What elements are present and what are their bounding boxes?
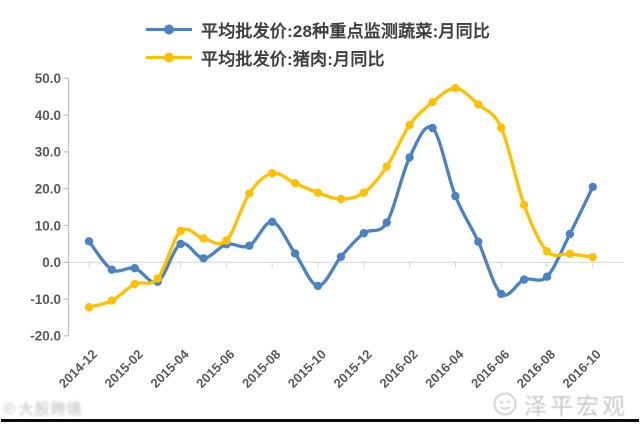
series-vegetables-data-point xyxy=(176,239,185,249)
series-pork-data-point xyxy=(336,194,346,204)
series-vegetables-data-point xyxy=(519,275,529,284)
series-pork-data-point xyxy=(542,247,552,256)
y-axis-label: 0.0 xyxy=(42,255,61,270)
series-pork-data-point xyxy=(268,169,277,178)
series-vegetables-data-point xyxy=(405,153,414,162)
series-vegetables-data-point xyxy=(313,281,323,291)
series-vegetables-data-point xyxy=(451,191,460,201)
series-pork-data-point xyxy=(199,234,208,243)
series-vegetables-data-point xyxy=(542,272,552,281)
series-vegetables-data-point xyxy=(497,289,506,299)
series-vegetables-data-point xyxy=(84,237,94,246)
series-vegetables-data-point xyxy=(588,182,597,192)
x-axis-label: 2016-08 xyxy=(514,347,558,391)
series-pork-data-point xyxy=(382,162,391,171)
x-axis-label: 2015-06 xyxy=(193,347,237,391)
y-axis-label: 30.0 xyxy=(35,145,61,160)
series-pork-data-point xyxy=(359,188,368,197)
x-axis-label: 2015-02 xyxy=(102,347,146,391)
x-axis-label: 2015-08 xyxy=(239,347,283,391)
y-axis-label: 50.0 xyxy=(35,71,61,86)
watermark-left-text: 大股跨境 xyxy=(18,401,83,418)
watermark-bottom-right: 泽平宏观 xyxy=(492,387,628,421)
y-axis-label: 40.0 xyxy=(35,108,61,123)
series-vegetables-line xyxy=(87,125,595,297)
series-vegetables-data-point xyxy=(290,249,300,258)
legend-label-pork: 平均批发价:猪肉:月同比 xyxy=(201,50,385,69)
series-vegetables-data-point xyxy=(199,254,208,263)
series-pork-data-point xyxy=(222,236,231,245)
series-pork-data-point xyxy=(245,189,254,198)
series-vegetables-data-point xyxy=(130,264,139,273)
y-axis-label: 10.0 xyxy=(35,218,61,233)
series-pork-data-point xyxy=(451,84,460,93)
series-pork-data-point xyxy=(107,296,117,305)
watermark-right-text: 泽平宏观 xyxy=(524,393,628,419)
x-axis-label: 2015-10 xyxy=(285,347,329,391)
x-axis-label: 2016-10 xyxy=(560,347,604,391)
series-vegetables-data-point xyxy=(565,229,575,239)
series-pork-data-point xyxy=(84,303,94,312)
series-vegetables-data-point xyxy=(428,123,437,133)
series-pork-data-point xyxy=(565,249,575,258)
x-axis-label: 2016-06 xyxy=(468,347,512,391)
series-vegetables-data-point xyxy=(382,218,391,227)
series-pork-data-point xyxy=(519,200,529,210)
series-vegetables-data-point xyxy=(107,265,117,274)
circle-face-logo-icon xyxy=(493,392,517,416)
series-vegetables-data-point xyxy=(336,252,346,261)
series-vegetables-data-point xyxy=(359,229,368,238)
y-axis-label: -20.0 xyxy=(30,329,61,344)
series-vegetables-data-point xyxy=(268,217,277,226)
series-pork-data-point xyxy=(130,279,139,289)
x-axis-label: 2016-04 xyxy=(422,346,467,391)
series-pork-data-point xyxy=(428,98,437,107)
y-axis-label: 20.0 xyxy=(35,182,61,197)
y-axis-label: -10.0 xyxy=(30,292,61,307)
series-pork-data-point xyxy=(176,226,185,236)
legend-marker-vegetables-icon xyxy=(146,24,192,35)
series-pork-data-point xyxy=(313,188,323,197)
series-vegetables-data-point xyxy=(474,237,483,246)
series-pork-data-point xyxy=(588,252,597,262)
chart-legend: 平均批发价:28种重点监测蔬菜:月同比 平均批发价:猪肉:月同比 xyxy=(146,17,490,70)
bottom-divider-line xyxy=(1,419,639,422)
series-pork-data-point xyxy=(405,120,414,130)
x-axis-label: 2015-12 xyxy=(331,347,375,391)
series-pork-data-point xyxy=(290,179,300,188)
x-axis-label: 2016-02 xyxy=(376,347,420,391)
x-axis-label: 2014-12 xyxy=(56,347,100,391)
series-pork-data-point xyxy=(497,123,506,132)
watermark-bottom-left: ℗ 大股跨境 xyxy=(1,397,83,419)
legend-item-pork: 平均批发价:猪肉:月同比 xyxy=(146,45,490,70)
series-vegetables-data-point xyxy=(245,241,254,250)
legend-marker-pork-icon xyxy=(146,52,192,63)
series-pork-data-point xyxy=(474,100,483,109)
x-axis-label: 2015-04 xyxy=(147,346,192,391)
legend-label-vegetables: 平均批发价:28种重点监测蔬菜:月同比 xyxy=(201,22,491,41)
legend-item-vegetables: 平均批发价:28种重点监测蔬菜:月同比 xyxy=(146,17,490,42)
series-pork-data-point xyxy=(153,274,162,283)
